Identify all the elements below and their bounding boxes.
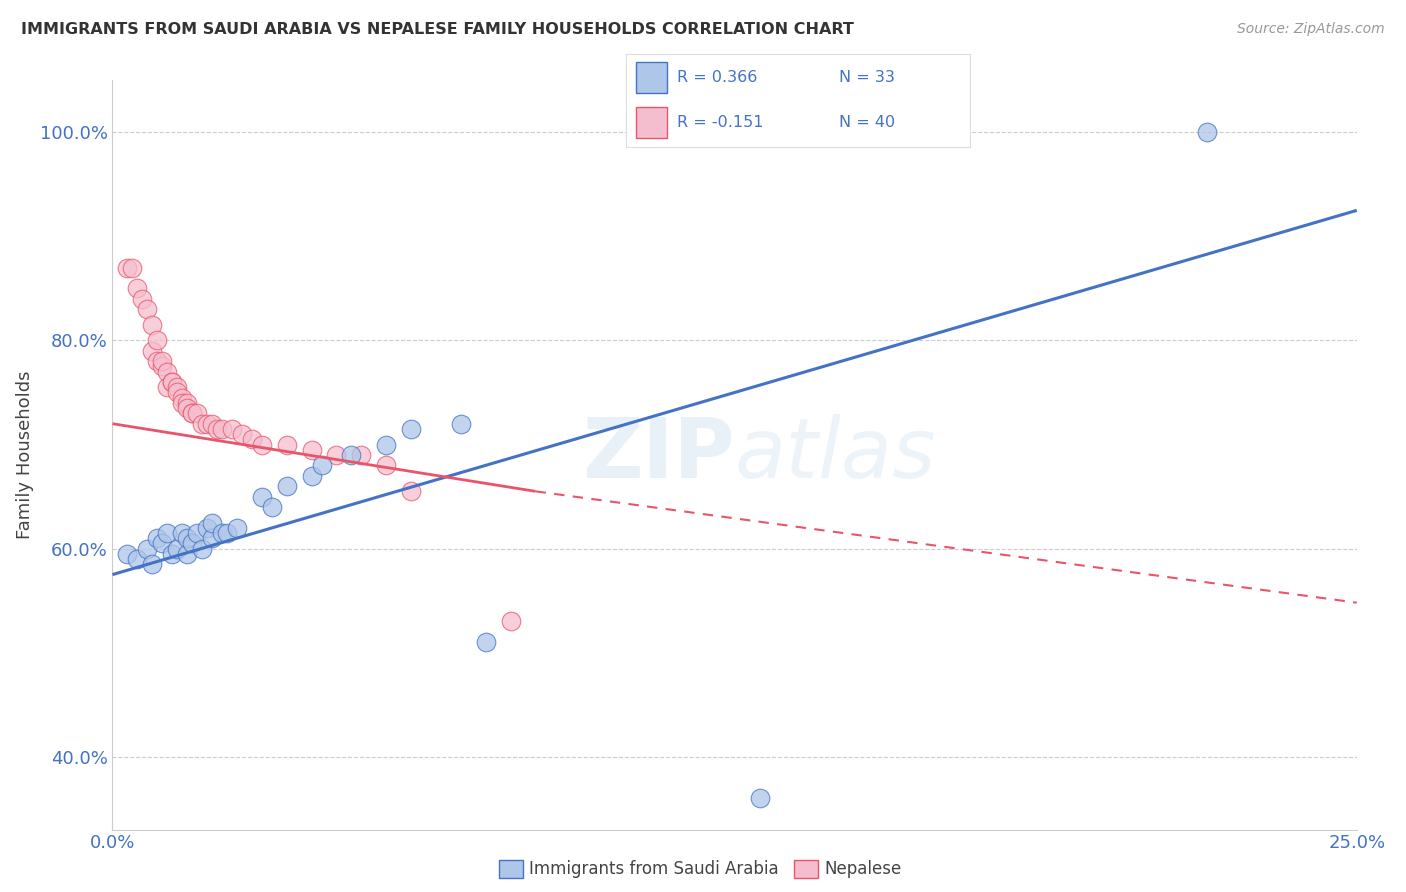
Point: [172, 396, 194, 410]
Point: [301, 442, 323, 457]
Point: [499, 615, 522, 629]
Point: [215, 526, 238, 541]
Point: [225, 521, 249, 535]
Point: [191, 417, 214, 431]
Point: [131, 292, 153, 306]
Text: IMMIGRANTS FROM SAUDI ARABIA VS NEPALESE FAMILY HOUSEHOLDS CORRELATION CHART: IMMIGRANTS FROM SAUDI ARABIA VS NEPALESE…: [21, 22, 853, 37]
Text: ZIP: ZIP: [582, 415, 734, 495]
Point: [156, 526, 179, 541]
Text: N = 40: N = 40: [839, 115, 896, 130]
Point: [172, 391, 194, 405]
Point: [350, 448, 373, 462]
FancyBboxPatch shape: [636, 107, 666, 138]
Point: [141, 343, 163, 358]
Point: [146, 531, 169, 545]
Text: Immigrants from Saudi Arabia: Immigrants from Saudi Arabia: [529, 860, 779, 878]
Point: [181, 406, 204, 420]
Point: [195, 521, 218, 535]
Point: [127, 552, 149, 566]
Point: [121, 260, 143, 275]
Point: [250, 437, 273, 451]
Point: [375, 458, 398, 473]
Point: [117, 547, 139, 561]
Point: [205, 422, 228, 436]
Point: [166, 541, 188, 556]
Point: [191, 541, 214, 556]
Point: [311, 458, 333, 473]
Point: [160, 375, 183, 389]
Point: [399, 422, 422, 436]
Point: [136, 541, 159, 556]
Point: [1197, 125, 1219, 139]
Point: [195, 417, 218, 431]
Point: [146, 354, 169, 368]
Point: [450, 417, 472, 431]
Point: [141, 557, 163, 572]
Point: [474, 635, 498, 649]
Point: [276, 437, 298, 451]
Point: [221, 422, 243, 436]
Point: [150, 359, 173, 374]
Text: R = -0.151: R = -0.151: [678, 115, 763, 130]
Point: [141, 318, 163, 332]
Point: [325, 448, 347, 462]
Point: [150, 536, 173, 550]
Point: [160, 375, 183, 389]
Text: atlas: atlas: [734, 415, 936, 495]
Point: [276, 479, 298, 493]
FancyBboxPatch shape: [636, 62, 666, 93]
Point: [150, 354, 173, 368]
Point: [181, 536, 204, 550]
Text: Source: ZipAtlas.com: Source: ZipAtlas.com: [1237, 22, 1385, 37]
Point: [186, 526, 208, 541]
Point: [166, 385, 188, 400]
Point: [340, 448, 363, 462]
Text: N = 33: N = 33: [839, 70, 896, 85]
Point: [146, 334, 169, 348]
Point: [211, 422, 233, 436]
Point: [176, 396, 198, 410]
Point: [156, 380, 179, 394]
Point: [211, 526, 233, 541]
Point: [201, 516, 224, 530]
Point: [117, 260, 139, 275]
Point: [160, 547, 183, 561]
Point: [201, 531, 224, 545]
Point: [399, 484, 422, 499]
Point: [301, 468, 323, 483]
Point: [375, 437, 398, 451]
Text: R = 0.366: R = 0.366: [678, 70, 758, 85]
Point: [166, 380, 188, 394]
Point: [231, 427, 253, 442]
Y-axis label: Family Households: Family Households: [15, 371, 34, 539]
Text: Nepalese: Nepalese: [824, 860, 901, 878]
Point: [127, 281, 149, 295]
Point: [250, 490, 273, 504]
Point: [186, 406, 208, 420]
Point: [260, 500, 283, 514]
Point: [172, 526, 194, 541]
Point: [176, 401, 198, 416]
Point: [748, 791, 770, 805]
Point: [201, 417, 224, 431]
Point: [176, 531, 198, 545]
Point: [176, 547, 198, 561]
Point: [136, 302, 159, 317]
Point: [156, 365, 179, 379]
Point: [181, 406, 204, 420]
Point: [240, 433, 263, 447]
